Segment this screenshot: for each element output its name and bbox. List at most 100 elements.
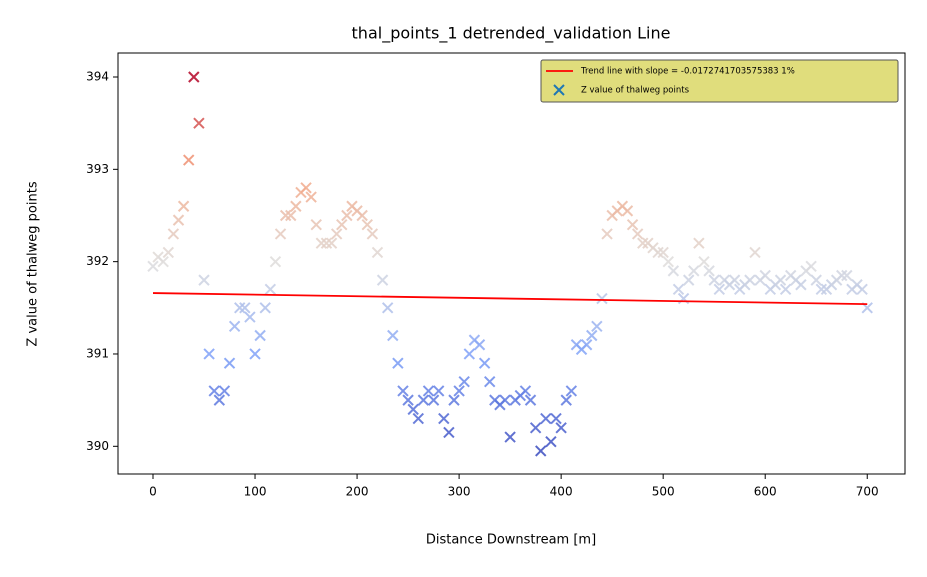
scatter-point xyxy=(708,274,720,286)
scatter-point xyxy=(279,209,292,222)
legend-label: Trend line with slope = -0.0172741703575… xyxy=(580,67,795,77)
scatter-point xyxy=(774,274,787,286)
scatter-point xyxy=(167,228,180,240)
plot-frame xyxy=(117,52,906,475)
scatter-point xyxy=(810,274,822,286)
scatter-point xyxy=(208,385,220,397)
scatter-point xyxy=(427,394,440,406)
scatter-point xyxy=(432,385,445,397)
scatter-point xyxy=(662,255,674,268)
scatter-point xyxy=(239,302,251,314)
scatter-point xyxy=(325,237,338,249)
scatter-point xyxy=(473,339,486,351)
scatter-point xyxy=(453,385,465,397)
x-axis-label: Distance Downstream [m] xyxy=(426,533,596,548)
scatter-point xyxy=(519,385,532,397)
scatter-point xyxy=(417,394,430,406)
scatter-point xyxy=(310,219,322,231)
scatter-point xyxy=(596,292,608,305)
scatter-point xyxy=(366,228,379,240)
trend-line xyxy=(152,292,868,306)
scatter-point xyxy=(795,279,807,291)
scatter-point xyxy=(565,385,578,397)
scatter-point xyxy=(234,302,246,314)
scatter-point xyxy=(443,426,455,439)
scatter-point xyxy=(458,375,470,388)
scatter-point xyxy=(626,219,639,231)
scatter-point xyxy=(744,274,756,286)
scatter-point xyxy=(682,274,695,286)
scatter-point xyxy=(330,228,343,240)
scatter-point xyxy=(371,246,384,259)
scatter-point xyxy=(545,435,557,448)
x-tick-label: 500 xyxy=(652,485,675,499)
scatter-point xyxy=(580,339,593,351)
scatter-point xyxy=(264,283,277,296)
scatter-point xyxy=(805,260,817,272)
scatter-point xyxy=(779,283,792,296)
scatter-point xyxy=(162,246,175,259)
legend-marker xyxy=(553,84,565,96)
scatter-point xyxy=(336,219,348,231)
scatter-point xyxy=(157,255,169,268)
scatter-point xyxy=(244,311,256,323)
scatter-point xyxy=(484,375,496,388)
scatter-point xyxy=(341,209,353,222)
chart-title: thal_points_1 detrended_validation Line xyxy=(352,24,671,44)
scatter-point xyxy=(397,385,409,397)
scatter-point xyxy=(529,422,542,434)
scatter-point xyxy=(177,200,190,212)
x-tick-label: 600 xyxy=(754,485,777,499)
scatter-point xyxy=(657,246,669,259)
scatter-point xyxy=(499,394,511,406)
scatter-point xyxy=(601,228,613,240)
x-tick-label: 200 xyxy=(346,485,369,499)
scatter-point xyxy=(218,385,231,397)
scatter-point xyxy=(147,260,159,272)
scatter-point xyxy=(315,237,328,249)
scatter-point xyxy=(392,357,404,369)
scatter-point xyxy=(550,412,562,425)
x-tick-label: 300 xyxy=(448,485,471,499)
scatter-point xyxy=(631,228,644,240)
scatter-point xyxy=(698,255,710,268)
scatter-point xyxy=(259,302,271,314)
scatter-point xyxy=(504,431,516,443)
x-tick-label: 400 xyxy=(550,485,573,499)
scatter-point xyxy=(652,246,664,259)
scatter-point xyxy=(361,219,373,231)
scatter-point xyxy=(203,348,215,360)
scatter-point xyxy=(412,412,424,425)
scatter-point xyxy=(621,205,634,217)
scatter-point xyxy=(356,209,368,222)
scatter-point xyxy=(188,71,200,83)
scatter-point xyxy=(688,265,700,277)
scatter-point xyxy=(172,214,185,226)
scatter-point xyxy=(713,283,726,296)
scatter-point xyxy=(198,274,210,286)
scatter-point xyxy=(228,320,241,332)
scatter-point xyxy=(591,320,603,332)
scatter-point xyxy=(438,412,450,425)
scatter-point xyxy=(213,394,226,406)
scatter-point xyxy=(586,329,598,342)
y-tick-label: 393 xyxy=(86,162,109,176)
scatter-point xyxy=(555,422,567,434)
scatter-point xyxy=(728,274,741,286)
scatter-point xyxy=(376,274,389,286)
legend-label: Z value of thalweg points xyxy=(581,86,690,96)
scatter-point xyxy=(402,394,414,406)
y-axis-label: Z value of thalweg points xyxy=(26,181,41,346)
scatter-point xyxy=(223,357,236,369)
scatter-point xyxy=(856,283,868,296)
scatter-point xyxy=(672,283,685,296)
scatter-point xyxy=(478,357,491,369)
scatter-point xyxy=(254,329,266,342)
scatter-point xyxy=(290,200,302,212)
x-tick-label: 700 xyxy=(856,485,879,499)
scatter-point xyxy=(540,412,552,425)
y-tick-label: 390 xyxy=(86,439,109,453)
scatter-point xyxy=(703,265,715,277)
scatter-point xyxy=(524,394,537,406)
scatter-point xyxy=(560,394,572,406)
